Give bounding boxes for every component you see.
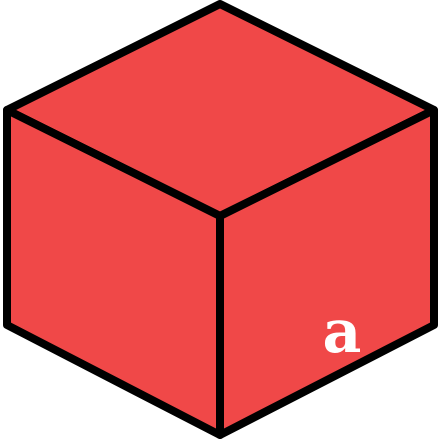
edge-length-label: a xyxy=(323,297,362,367)
cube xyxy=(3,0,438,439)
cube-right-face xyxy=(216,106,438,439)
